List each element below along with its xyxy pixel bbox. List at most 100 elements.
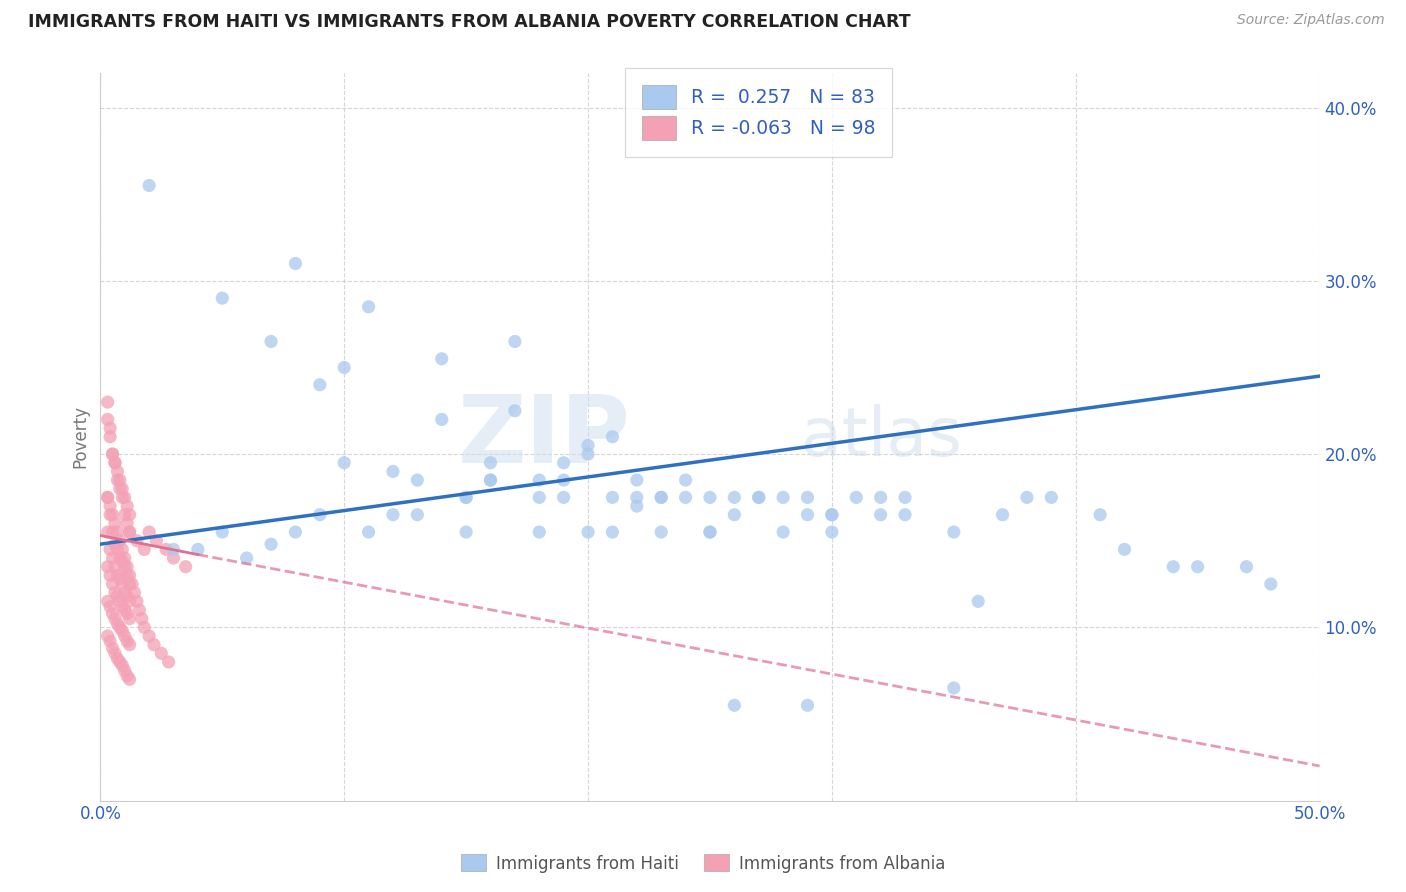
Point (114, 559, 136, 574)
Point (104, 646, 127, 660)
Point (111, 658, 134, 673)
Point (991, 508, 1014, 522)
Point (333, 456, 356, 470)
Point (104, 537, 127, 551)
Point (650, 524, 672, 539)
Point (97, 412, 120, 426)
Legend: Immigrants from Haiti, Immigrants from Albania: Immigrants from Haiti, Immigrants from A… (454, 847, 952, 880)
Point (118, 577, 141, 591)
Point (1187, 559, 1209, 574)
Point (134, 620, 156, 634)
Point (98, 634, 121, 648)
Point (1015, 491, 1038, 505)
Point (479, 473, 502, 487)
Point (118, 524, 141, 539)
Point (942, 681, 965, 695)
Point (626, 491, 648, 505)
Point (821, 524, 844, 539)
Point (626, 473, 648, 487)
Point (111, 542, 134, 557)
Point (114, 491, 136, 505)
Point (101, 524, 124, 539)
Point (699, 524, 721, 539)
Point (796, 698, 818, 713)
Point (967, 594, 990, 608)
Point (107, 651, 129, 665)
Point (138, 629, 160, 643)
Point (821, 508, 844, 522)
Point (602, 491, 624, 505)
Point (503, 403, 526, 417)
Point (796, 491, 818, 505)
Y-axis label: Poverty: Poverty (72, 405, 89, 468)
Point (284, 256, 307, 270)
Point (602, 430, 624, 444)
Point (456, 524, 478, 539)
Point (118, 508, 141, 522)
Point (187, 542, 209, 557)
Point (602, 524, 624, 539)
Point (333, 360, 356, 375)
Point (124, 585, 146, 599)
Point (821, 508, 844, 522)
Point (115, 634, 138, 648)
Point (162, 551, 184, 566)
Point (115, 568, 138, 582)
Point (357, 524, 380, 539)
Point (529, 473, 551, 487)
Point (104, 516, 127, 531)
Point (104, 559, 127, 574)
Point (1040, 491, 1063, 505)
Text: Source: ZipAtlas.com: Source: ZipAtlas.com (1237, 13, 1385, 28)
Point (111, 624, 134, 638)
Point (101, 508, 124, 522)
Point (576, 447, 599, 461)
Point (118, 612, 141, 626)
Point (97, 594, 120, 608)
Point (107, 464, 129, 478)
Point (150, 646, 173, 660)
Point (381, 464, 404, 478)
Point (162, 542, 184, 557)
Point (260, 537, 283, 551)
Point (111, 554, 134, 568)
Point (111, 577, 134, 591)
Point (479, 456, 502, 470)
Point (97, 559, 120, 574)
Point (211, 524, 233, 539)
Point (529, 524, 551, 539)
Point (723, 698, 745, 713)
Point (111, 491, 134, 505)
Point (131, 612, 153, 626)
Point (869, 491, 891, 505)
Point (406, 473, 429, 487)
Point (869, 508, 891, 522)
Point (1236, 559, 1258, 574)
Point (675, 491, 697, 505)
Point (723, 508, 745, 522)
Point (174, 559, 197, 574)
Point (108, 655, 131, 669)
Point (114, 664, 136, 678)
Point (845, 491, 868, 505)
Point (118, 638, 141, 652)
Point (772, 491, 794, 505)
Point (97, 629, 120, 643)
Point (157, 655, 180, 669)
Point (118, 524, 141, 539)
Point (1161, 559, 1184, 574)
Point (772, 524, 794, 539)
Point (406, 508, 429, 522)
Point (108, 482, 131, 496)
Point (104, 456, 127, 470)
Point (553, 456, 575, 470)
Point (576, 438, 599, 452)
Point (97, 524, 120, 539)
Point (108, 551, 131, 566)
Point (381, 508, 404, 522)
Point (357, 300, 380, 314)
Point (108, 533, 131, 548)
Point (430, 412, 453, 426)
Point (308, 377, 330, 392)
Point (111, 482, 134, 496)
